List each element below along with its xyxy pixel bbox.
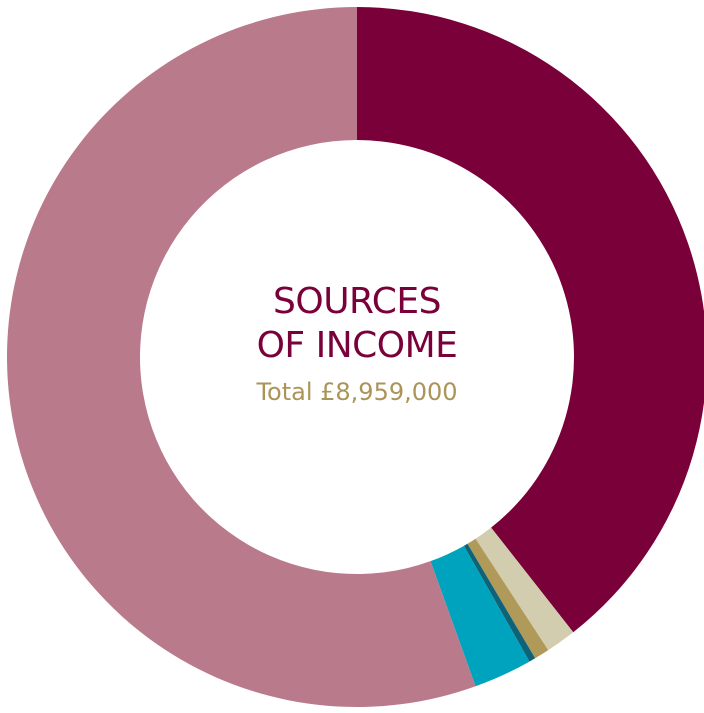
donut-segment (463, 543, 536, 662)
center-label: SOURCES OF INCOME Total £8,959,000 (207, 280, 507, 406)
donut-segment (430, 545, 530, 687)
donut-segment (467, 538, 549, 659)
chart-title: SOURCES OF INCOME (256, 281, 458, 366)
donut-segment (475, 527, 574, 651)
donut-segment (357, 7, 704, 633)
donut-segment (6, 7, 476, 707)
chart-subtitle: Total £8,959,000 (256, 378, 458, 406)
